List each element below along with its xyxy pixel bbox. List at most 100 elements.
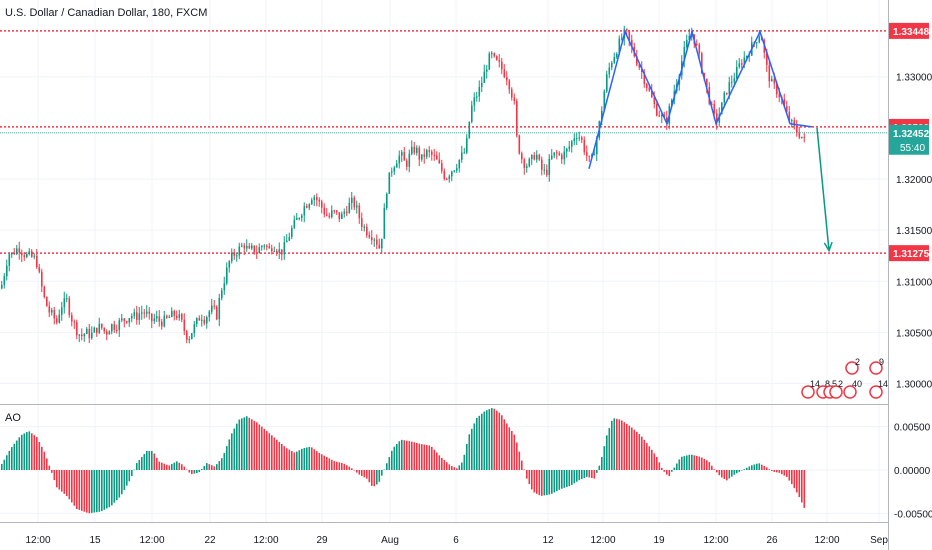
ao-bar [133, 469, 136, 471]
ao-bar [238, 419, 241, 470]
candle-body [746, 56, 748, 58]
candle-body [278, 249, 281, 253]
candle-body [113, 324, 116, 330]
ao-bar [488, 409, 491, 470]
candle-body [588, 155, 591, 157]
ao-bar [253, 420, 256, 470]
event-marker-us [829, 385, 843, 399]
ao-bar [778, 470, 781, 473]
ao-bar [228, 439, 231, 470]
candle-body [103, 327, 106, 332]
candle-body [413, 146, 416, 153]
ao-bar [491, 408, 493, 470]
candle-body [611, 62, 613, 68]
event-count: 40 [852, 379, 862, 389]
ao-bar [458, 465, 461, 470]
ao-bar [748, 466, 751, 470]
ao-bar [28, 431, 31, 470]
current-price-label: 1.32452 [893, 129, 930, 140]
candle-body [441, 163, 443, 171]
ao-bar [273, 437, 276, 470]
ao-bar [453, 467, 456, 470]
candle-body [63, 298, 66, 308]
candle-body [628, 30, 631, 40]
ao-bar [16, 440, 18, 470]
ao-bar [396, 444, 398, 470]
candle-body [461, 152, 463, 160]
candle-body [343, 211, 346, 214]
ao-bar [761, 464, 763, 470]
candle-body [703, 72, 706, 79]
ao-bar [706, 460, 708, 470]
candle-body [798, 133, 801, 138]
ao-bar [468, 434, 471, 470]
ao-bar [33, 435, 36, 470]
candle-body [478, 86, 481, 97]
candle-body [796, 125, 798, 134]
ao-bar [628, 425, 631, 470]
candle-body [26, 253, 28, 257]
ao-bar [161, 462, 163, 470]
ao-bar [686, 455, 688, 470]
ao-bar [681, 456, 683, 470]
candle-body [358, 205, 361, 219]
ao-bar [221, 458, 223, 470]
candle-body [366, 226, 368, 236]
ao-bar [286, 448, 288, 470]
candle-body [508, 80, 511, 90]
price-tick-label: 1.30000 [896, 380, 932, 391]
candle-body [316, 197, 318, 200]
level-label-bg [889, 22, 929, 39]
candle-body [533, 154, 536, 160]
ao-bar [486, 410, 488, 470]
ao-bar [438, 455, 441, 470]
ao-bar [521, 460, 523, 470]
ao-bar [421, 444, 423, 470]
candle-body [651, 90, 653, 98]
candle-body [323, 207, 326, 215]
price-tick-label: 1.31000 [896, 277, 932, 288]
candle-body [698, 44, 701, 54]
ao-bar [3, 459, 6, 470]
ao-bar [738, 470, 741, 472]
candle-body [426, 150, 428, 157]
ao-bar [73, 470, 76, 506]
candle-body [253, 245, 256, 253]
candle-body [551, 155, 553, 159]
candle-body [108, 331, 111, 335]
candle-body [11, 252, 13, 255]
candle-body [261, 246, 263, 248]
candle-body [36, 255, 38, 268]
ao-bar [483, 411, 486, 470]
ao-bar [191, 470, 193, 475]
candle-body [418, 147, 421, 160]
ao-bar [123, 470, 126, 490]
candle-body [636, 56, 638, 65]
ao-bar [621, 420, 623, 470]
candle-body [656, 104, 658, 116]
candle-body [568, 146, 571, 149]
ao-bar [246, 416, 248, 470]
candle-body [436, 155, 438, 160]
ao-bar [201, 469, 203, 470]
candle-body [8, 254, 11, 266]
ao-bar [261, 426, 263, 470]
ao-bar [446, 462, 448, 470]
ao-bar [163, 463, 166, 470]
ao-bar [688, 454, 691, 470]
ao-bar [391, 450, 393, 470]
ao-bar [398, 441, 401, 470]
candle-body [206, 317, 208, 324]
ao-bar [301, 448, 303, 470]
ao-bar [68, 470, 71, 500]
candle-body [196, 318, 198, 325]
candle-body [71, 315, 73, 322]
ao-bar [601, 457, 603, 470]
ao-bar [663, 470, 666, 472]
candle-body [281, 249, 283, 255]
ao-bar [753, 464, 756, 470]
candle-body [643, 72, 646, 84]
candle-body [403, 152, 406, 161]
ao-bar [703, 458, 706, 470]
